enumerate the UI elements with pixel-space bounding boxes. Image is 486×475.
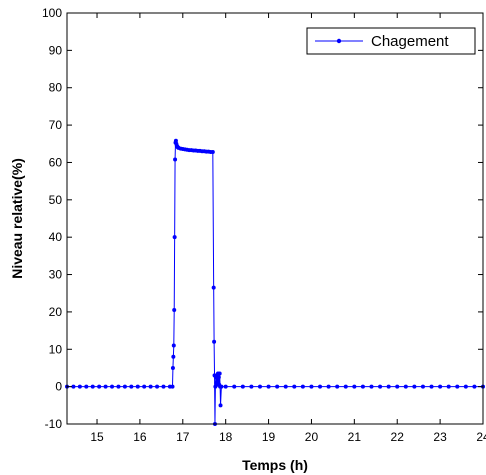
data-point [216, 375, 221, 380]
y-tick-label: 20 [49, 305, 63, 319]
y-axis: -10 0 10 20 30 40 50 60 70 80 90 100 [42, 6, 483, 431]
data-point [210, 149, 215, 154]
data-point [161, 384, 166, 389]
x-tick-label: 16 [133, 430, 147, 444]
data-point [148, 384, 153, 389]
data-point [173, 157, 178, 162]
x-tick-label: 18 [219, 430, 233, 444]
x-tick-label: 17 [176, 430, 190, 444]
data-point [472, 384, 477, 389]
y-tick-label: 40 [49, 230, 63, 244]
legend-marker [336, 38, 342, 44]
data-point [369, 384, 374, 389]
data-point [326, 384, 331, 389]
legend-box [306, 27, 476, 55]
x-axis: 15 16 17 18 19 20 21 22 23 24 [90, 13, 486, 444]
data-point [403, 384, 408, 389]
data-point [135, 384, 140, 389]
data-point [412, 384, 417, 389]
y-tick-label: 0 [55, 380, 62, 394]
data-point [142, 384, 147, 389]
data-point [240, 384, 245, 389]
data-point [172, 308, 177, 313]
data-point [122, 384, 127, 389]
data-point [129, 384, 134, 389]
data-point [155, 384, 160, 389]
data-point [223, 384, 228, 389]
y-tick-label: 80 [49, 81, 63, 95]
data-point [420, 384, 425, 389]
x-tick-label: 19 [262, 430, 276, 444]
data-point [352, 384, 357, 389]
data-point [211, 285, 216, 290]
data-point [218, 403, 223, 408]
data-point [455, 384, 460, 389]
y-tick-label: 10 [49, 342, 63, 356]
data-point [212, 339, 217, 344]
data-point [318, 384, 323, 389]
data-point [275, 384, 280, 389]
data-point [171, 354, 176, 359]
y-axis-title: Niveau relative(%) [9, 158, 25, 279]
data-point [386, 384, 391, 389]
y-tick-label: 70 [49, 118, 63, 132]
data-point [110, 384, 115, 389]
legend-label: Chagement [371, 33, 449, 50]
data-point [463, 384, 468, 389]
data-point [232, 384, 237, 389]
data-point [266, 384, 271, 389]
x-tick-label: 20 [305, 430, 319, 444]
y-tick-label: 60 [49, 155, 63, 169]
data-point [395, 384, 400, 389]
data-point [300, 384, 305, 389]
data-point [249, 384, 254, 389]
x-tick-label: 15 [90, 430, 104, 444]
plot-area [67, 13, 483, 424]
y-tick-label: 50 [49, 193, 63, 207]
data-point [257, 384, 262, 389]
y-tick-label: 30 [49, 268, 63, 282]
data-point [292, 384, 297, 389]
data-point [170, 384, 175, 389]
data-point [71, 384, 76, 389]
data-point [438, 384, 443, 389]
data-point [77, 384, 82, 389]
data-point [283, 384, 288, 389]
data-point [171, 343, 176, 348]
y-tick-label: -10 [45, 417, 63, 431]
data-point [217, 371, 222, 376]
data-point [378, 384, 383, 389]
data-point [84, 384, 89, 389]
x-tick-label: 23 [433, 430, 447, 444]
data-point [90, 384, 95, 389]
x-tick-label: 21 [348, 430, 362, 444]
data-point [173, 138, 178, 143]
data-point [446, 384, 451, 389]
data-point [170, 365, 175, 370]
plot-frame [66, 12, 484, 425]
data-point [360, 384, 365, 389]
data-point [172, 235, 177, 240]
data-point [219, 384, 224, 389]
x-tick-label: 24 [476, 430, 486, 444]
data-point [429, 384, 434, 389]
data-point [309, 384, 314, 389]
legend: Chagement [306, 27, 476, 55]
x-tick-label: 22 [391, 430, 405, 444]
data-point [103, 384, 108, 389]
data-point [343, 384, 348, 389]
data-point [116, 384, 121, 389]
y-tick-label: 100 [42, 6, 62, 20]
data-point [335, 384, 340, 389]
x-axis-title: Temps (h) [242, 457, 308, 473]
y-tick-label: 90 [49, 43, 63, 57]
series-layer [65, 138, 485, 426]
data-point [97, 384, 102, 389]
